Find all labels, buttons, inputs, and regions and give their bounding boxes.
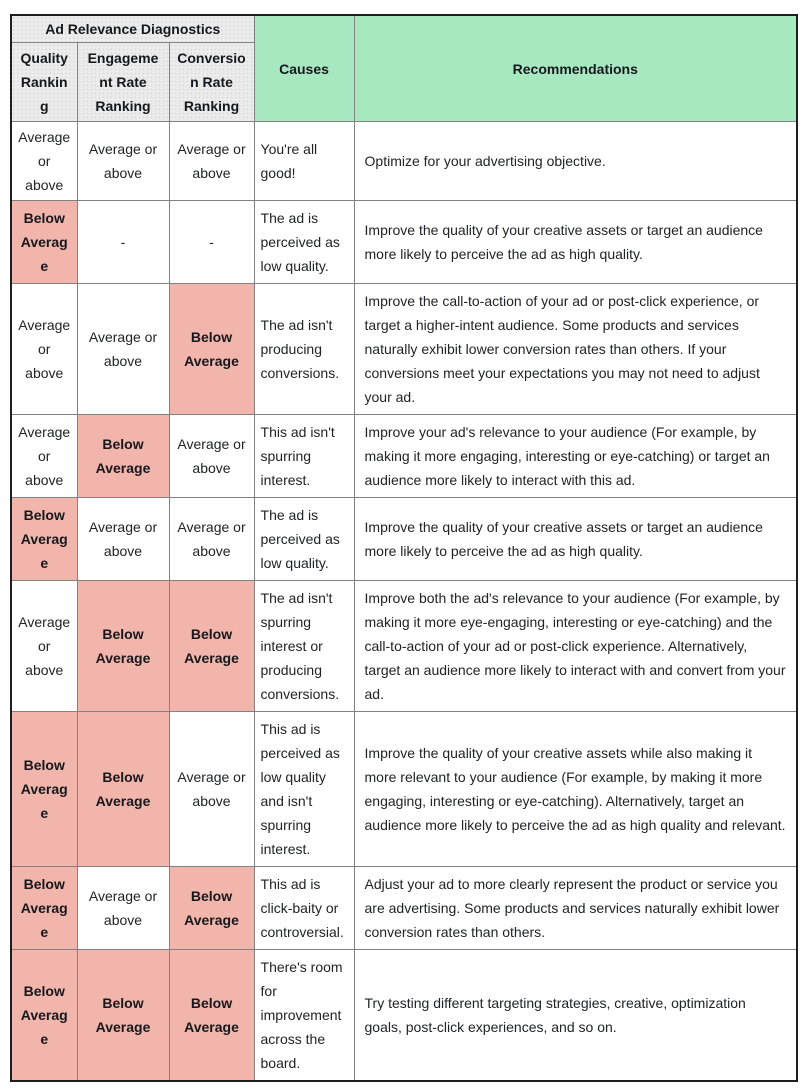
conversion-ranking-cell: Average or above bbox=[168, 414, 255, 498]
table-row: Below Average Average or above Average o… bbox=[10, 497, 798, 581]
table-row: Average or above Below Average Below Ave… bbox=[10, 580, 798, 712]
engagement-ranking-cell: Below Average bbox=[76, 414, 170, 498]
recommendation-cell: Improve both the ad's relevance to your … bbox=[353, 580, 798, 712]
quality-ranking-cell: Average or above bbox=[10, 580, 78, 712]
conversion-ranking-cell: Below Average bbox=[168, 949, 255, 1082]
recommendation-cell: Improve the call-to-action of your ad or… bbox=[353, 283, 798, 415]
table-row: Below Average Below Average Average or a… bbox=[10, 711, 798, 867]
engagement-ranking-cell: Below Average bbox=[76, 580, 170, 712]
cause-cell: The ad is perceived as low quality. bbox=[253, 200, 355, 284]
recommendation-cell: Improve the quality of your creative ass… bbox=[353, 497, 798, 581]
col-header-causes: Causes bbox=[253, 14, 355, 122]
conversion-ranking-cell: Average or above bbox=[168, 711, 255, 867]
table-row: Average or above Below Average Average o… bbox=[10, 414, 798, 498]
quality-ranking-cell: Below Average bbox=[10, 866, 78, 950]
col-header-conversion: Conversion Rate Ranking bbox=[168, 42, 255, 122]
engagement-ranking-cell: - bbox=[76, 200, 170, 284]
recommendation-cell: Improve the quality of your creative ass… bbox=[353, 711, 798, 867]
quality-ranking-cell: Below Average bbox=[10, 200, 78, 284]
engagement-ranking-cell: Average or above bbox=[76, 497, 170, 581]
conversion-ranking-cell: Below Average bbox=[168, 866, 255, 950]
table-row: Below Average - - The ad is perceived as… bbox=[10, 200, 798, 284]
conversion-ranking-cell: Below Average bbox=[168, 580, 255, 712]
group-header-row: Ad Relevance Diagnostics Causes Recommen… bbox=[10, 14, 798, 122]
recommendation-cell: Improve your ad's relevance to your audi… bbox=[353, 414, 798, 498]
cause-cell: This ad isn't spurring interest. bbox=[253, 414, 355, 498]
cause-cell: This ad is perceived as low quality and … bbox=[253, 711, 355, 867]
engagement-ranking-cell: Below Average bbox=[76, 711, 170, 867]
conversion-ranking-cell: Below Average bbox=[168, 283, 255, 415]
cause-cell: The ad isn't producing conversions. bbox=[253, 283, 355, 415]
quality-ranking-cell: Average or above bbox=[10, 283, 78, 415]
conversion-ranking-cell: Average or above bbox=[168, 497, 255, 581]
table-row: Below Average Average or above Below Ave… bbox=[10, 866, 798, 950]
engagement-ranking-cell: Average or above bbox=[76, 283, 170, 415]
quality-ranking-cell: Below Average bbox=[10, 711, 78, 867]
conversion-ranking-cell: - bbox=[168, 200, 255, 284]
col-header-quality: Quality Ranking bbox=[10, 42, 78, 122]
col-header-engagement: Engagement Rate Ranking bbox=[76, 42, 170, 122]
cause-cell: There's room for improvement across the … bbox=[253, 949, 355, 1082]
quality-ranking-cell: Average or above bbox=[10, 121, 78, 201]
cause-cell: The ad isn't spurring interest or produc… bbox=[253, 580, 355, 712]
quality-ranking-cell: Below Average bbox=[10, 497, 78, 581]
column-header-row: Quality Ranking Engagement Rate Ranking … bbox=[10, 42, 797, 122]
col-header-recommendations: Recommendations bbox=[353, 14, 798, 122]
table-row: Average or above Average or above Averag… bbox=[10, 121, 798, 201]
quality-ranking-cell: Below Average bbox=[10, 949, 78, 1082]
group-title-cell: Ad Relevance Diagnostics bbox=[10, 14, 255, 43]
quality-ranking-cell: Average or above bbox=[10, 414, 78, 498]
table-row: Below Average Below Average Below Averag… bbox=[10, 949, 798, 1082]
cause-cell: This ad is click-baity or controversial. bbox=[253, 866, 355, 950]
table-row: Average or above Average or above Below … bbox=[10, 283, 798, 415]
conversion-ranking-cell: Average or above bbox=[168, 121, 255, 201]
recommendation-cell: Adjust your ad to more clearly represent… bbox=[353, 866, 798, 950]
cause-cell: The ad is perceived as low quality. bbox=[253, 497, 355, 581]
engagement-ranking-cell: Average or above bbox=[76, 866, 170, 950]
cause-cell: You're all good! bbox=[253, 121, 355, 201]
ad-relevance-diagnostics-table: Ad Relevance Diagnostics Causes Recommen… bbox=[10, 14, 799, 1082]
recommendation-cell: Try testing different targeting strategi… bbox=[353, 949, 798, 1082]
recommendation-cell: Improve the quality of your creative ass… bbox=[353, 200, 798, 284]
recommendation-cell: Optimize for your advertising objective. bbox=[353, 121, 798, 201]
engagement-ranking-cell: Below Average bbox=[76, 949, 170, 1082]
engagement-ranking-cell: Average or above bbox=[76, 121, 170, 201]
